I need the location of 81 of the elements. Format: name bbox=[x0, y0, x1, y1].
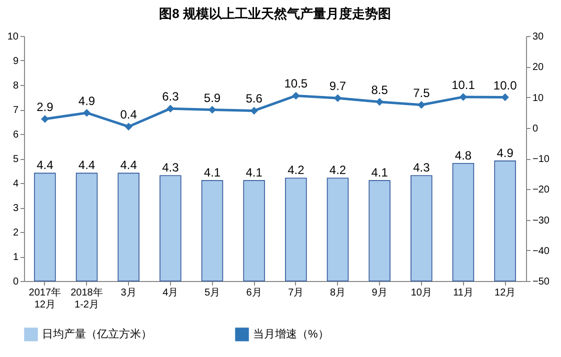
point bbox=[418, 101, 426, 109]
data-label: 9.7 bbox=[329, 79, 346, 94]
data-label: 5.9 bbox=[204, 90, 221, 105]
bar bbox=[368, 180, 390, 282]
y2-tick-label: 30 bbox=[532, 32, 544, 42]
x-tick-label: 11月 bbox=[453, 288, 474, 298]
data-label: 4.4 bbox=[120, 158, 138, 172]
data-label: 4.4 bbox=[78, 158, 96, 172]
y-tick-label: 9 bbox=[12, 56, 19, 67]
data-label: 4.2 bbox=[329, 163, 346, 178]
point bbox=[124, 122, 132, 131]
data-label: 4.8 bbox=[454, 148, 472, 162]
point bbox=[250, 106, 258, 115]
y-tick-label: 6 bbox=[12, 130, 19, 140]
y-tick-label: 0 bbox=[12, 276, 19, 288]
point bbox=[376, 98, 384, 106]
legend-label: 日均产量（亿立方米） bbox=[42, 327, 152, 340]
x-tick-label: 9月 bbox=[372, 288, 388, 298]
data-label: 2.9 bbox=[36, 100, 54, 114]
y2-tick-label: 0 bbox=[532, 123, 538, 134]
data-label: 5.6 bbox=[246, 92, 263, 106]
data-label: 10.0 bbox=[493, 78, 518, 92]
bar bbox=[118, 172, 140, 282]
bar bbox=[452, 163, 474, 282]
x-tick-label: 7月 bbox=[288, 288, 304, 298]
bar bbox=[243, 180, 265, 282]
data-label: 10.5 bbox=[284, 76, 308, 91]
y-tick-label: 1 bbox=[12, 252, 19, 263]
bar bbox=[76, 172, 98, 282]
legend-label: 当月增速（%） bbox=[253, 327, 329, 340]
x-tick-label: 2017年 12月 bbox=[28, 286, 62, 310]
point bbox=[82, 108, 91, 117]
point bbox=[208, 106, 216, 114]
x-tick-label: 10月 bbox=[410, 288, 432, 298]
y2-tick-label: −10 bbox=[532, 154, 550, 165]
y2-tick-label: −50 bbox=[532, 276, 550, 288]
point bbox=[166, 104, 174, 112]
data-label: 4.1 bbox=[204, 166, 221, 180]
point bbox=[41, 115, 49, 123]
bar bbox=[201, 180, 224, 282]
y2-tick-label: −20 bbox=[532, 184, 550, 196]
bar bbox=[34, 172, 56, 282]
data-label: 4.2 bbox=[288, 163, 305, 178]
x-tick-label: 8月 bbox=[330, 288, 346, 298]
x-tick-label: 6月 bbox=[246, 288, 262, 298]
y2-tick-label: −40 bbox=[532, 246, 550, 257]
data-label: 4.3 bbox=[162, 160, 180, 175]
point bbox=[334, 94, 342, 102]
x-tick-label: 12月 bbox=[494, 288, 516, 298]
x-tick-label: 2018年 1-2月 bbox=[70, 286, 103, 310]
y-tick-label: 3 bbox=[12, 203, 19, 214]
data-label: 4.1 bbox=[246, 166, 263, 180]
y-tick-label: 8 bbox=[12, 80, 19, 92]
x-tick-label: 5月 bbox=[204, 288, 220, 298]
y-tick-label: 10 bbox=[7, 32, 19, 42]
y2-tick-label: 20 bbox=[532, 62, 544, 74]
y2-tick-label: −30 bbox=[532, 215, 550, 226]
data-label: 6.3 bbox=[162, 90, 180, 104]
data-label: 0.4 bbox=[120, 108, 138, 122]
data-label: 4.9 bbox=[496, 146, 514, 160]
bar bbox=[326, 178, 349, 282]
y-tick-label: 4 bbox=[12, 178, 19, 190]
y-tick-label: 7 bbox=[12, 105, 19, 116]
data-label: 10.1 bbox=[452, 78, 476, 92]
bar bbox=[410, 175, 432, 282]
chart-title: 图8 规模以上工业天然气产量月度走势图 bbox=[159, 6, 391, 21]
data-label: 4.9 bbox=[78, 94, 96, 108]
bar bbox=[494, 160, 516, 282]
bar bbox=[285, 178, 307, 282]
bar bbox=[160, 175, 182, 282]
data-label: 4.3 bbox=[413, 160, 430, 175]
y-tick-label: 5 bbox=[12, 154, 19, 165]
data-label: 8.5 bbox=[371, 82, 388, 97]
data-label: 4.1 bbox=[371, 166, 388, 180]
point bbox=[292, 92, 300, 100]
x-tick-label: 4月 bbox=[162, 288, 178, 298]
x-tick-label: 3月 bbox=[120, 288, 136, 298]
y-tick-label: 2 bbox=[12, 228, 19, 238]
data-label: 7.5 bbox=[413, 86, 430, 100]
data-label: 4.4 bbox=[36, 158, 54, 172]
y2-tick-label: 10 bbox=[532, 92, 544, 104]
